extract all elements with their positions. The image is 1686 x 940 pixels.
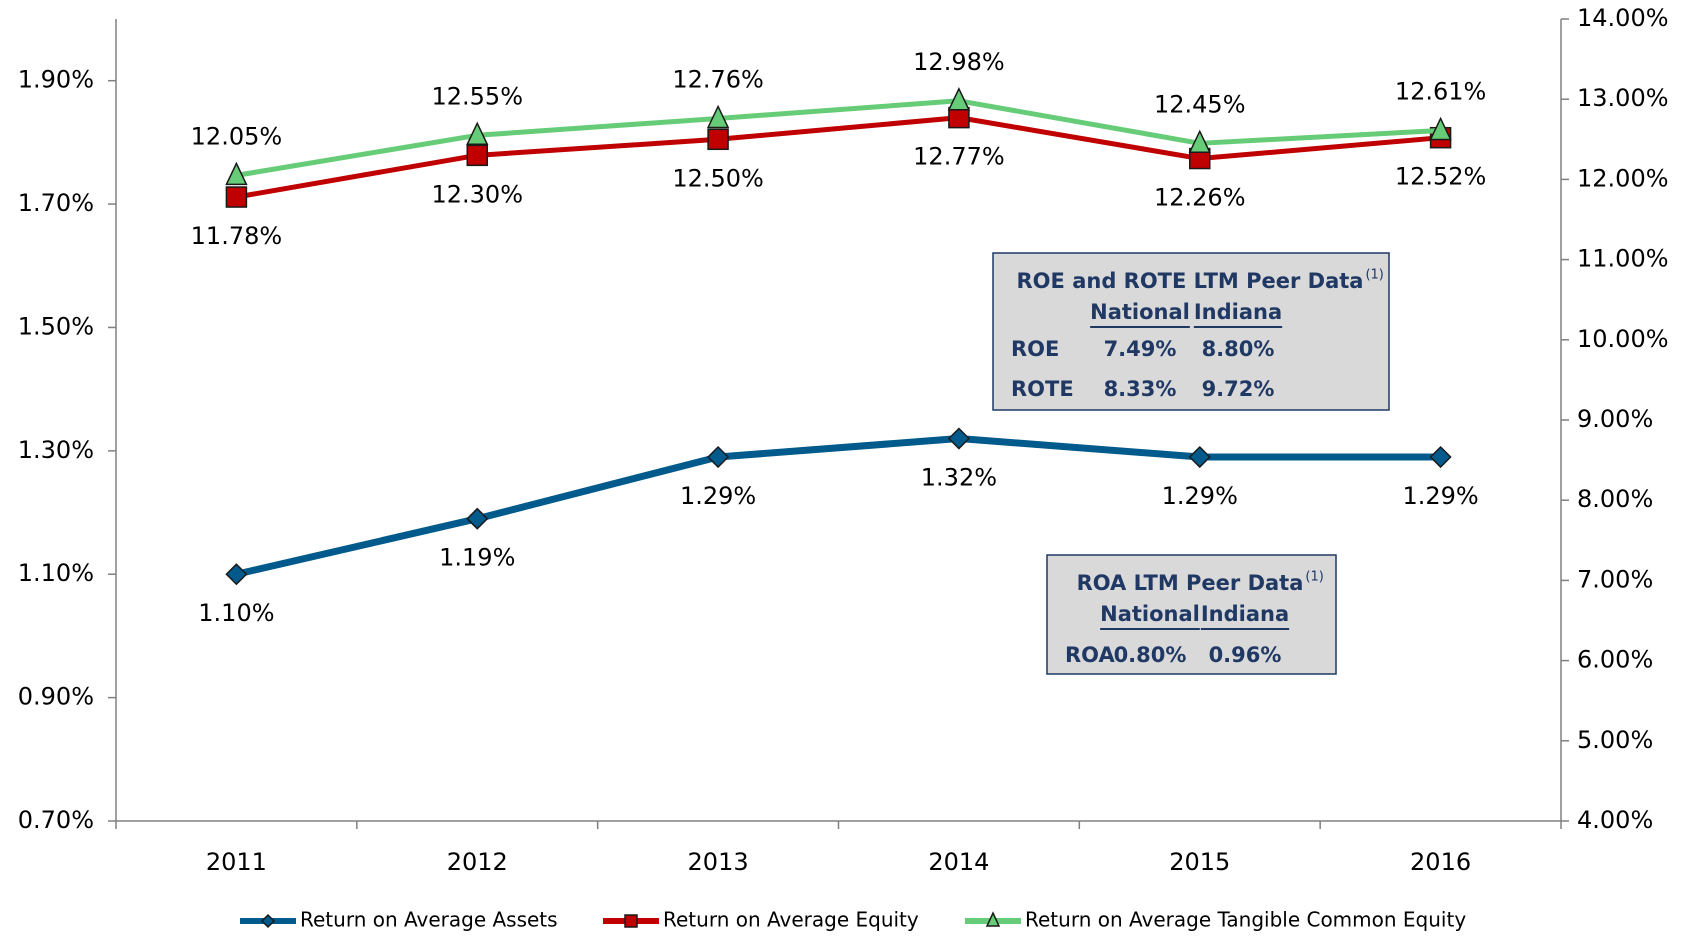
marker xyxy=(225,563,248,586)
marker xyxy=(707,445,730,469)
data-label: 1.19% xyxy=(439,544,515,572)
y2-tick-label: 8.00% xyxy=(1577,485,1653,513)
data-label: 12.26% xyxy=(1154,184,1246,212)
legend-label: Return on Average Tangible Common Equity xyxy=(1025,908,1466,932)
y-tick-label: 1.70% xyxy=(18,189,94,217)
marker xyxy=(707,128,729,151)
series-line xyxy=(236,98,1441,178)
marker xyxy=(466,144,488,167)
y-tick-label: 0.90% xyxy=(18,683,94,711)
peer-row-label: ROTE xyxy=(1011,377,1074,401)
data-label: 12.52% xyxy=(1395,163,1487,191)
x-tick-label: 2014 xyxy=(928,848,989,876)
peer-row-label: ROA xyxy=(1065,643,1115,667)
data-label: 1.29% xyxy=(1162,482,1238,510)
marker xyxy=(466,121,489,146)
y2-tick-label: 4.00% xyxy=(1577,806,1653,834)
peer-column: National xyxy=(1090,300,1190,324)
peer-note: (1) xyxy=(1365,268,1383,283)
peer-cell: 9.72% xyxy=(1202,377,1275,401)
peer-cell: 8.33% xyxy=(1104,377,1177,401)
data-label: 12.50% xyxy=(672,164,764,192)
data-label: 1.29% xyxy=(680,482,756,510)
y-tick-label: 1.50% xyxy=(18,312,94,340)
peer-cell: 0.80% xyxy=(1114,643,1187,667)
peer-row-label: ROE xyxy=(1011,337,1059,361)
x-tick-label: 2013 xyxy=(688,848,749,876)
y-tick-label: 1.10% xyxy=(18,559,94,587)
marker xyxy=(1188,445,1211,469)
y-tick-label: 0.70% xyxy=(18,806,94,834)
marker xyxy=(1429,116,1452,141)
marker xyxy=(947,87,971,111)
data-label: 12.30% xyxy=(431,180,523,208)
peer-cell: 7.49% xyxy=(1104,337,1177,361)
peer-cell: 8.80% xyxy=(1202,337,1275,361)
x-tick-label: 2011 xyxy=(206,848,267,876)
marker xyxy=(947,427,970,450)
data-label: 12.55% xyxy=(431,82,523,110)
data-label: 12.45% xyxy=(1154,90,1246,118)
peer-note: (1) xyxy=(1305,570,1323,585)
x-tick-label: 2012 xyxy=(447,848,508,876)
marker xyxy=(706,104,730,129)
peer-column: National xyxy=(1100,602,1200,626)
data-label: 1.10% xyxy=(198,599,274,627)
peer-column: Indiana xyxy=(1201,602,1289,626)
y-tick-label: 1.30% xyxy=(18,436,94,464)
marker xyxy=(948,106,970,129)
data-label: 1.32% xyxy=(921,464,997,492)
y2-tick-label: 12.00% xyxy=(1577,164,1669,192)
peer-column: Indiana xyxy=(1194,300,1282,324)
marker xyxy=(624,914,638,928)
data-label: 1.29% xyxy=(1402,482,1478,510)
x-tick-label: 2015 xyxy=(1169,848,1230,876)
y2-tick-label: 5.00% xyxy=(1577,726,1653,754)
data-label: 12.77% xyxy=(913,143,1005,171)
marker xyxy=(985,911,1001,927)
y2-tick-label: 10.00% xyxy=(1577,325,1669,353)
y2-tick-label: 9.00% xyxy=(1577,405,1653,433)
legend-label: Return on Average Assets xyxy=(300,908,558,932)
marker xyxy=(1188,129,1211,154)
data-label: 12.61% xyxy=(1395,77,1487,105)
peer-title: ROA LTM Peer Data xyxy=(1077,571,1304,595)
y2-tick-label: 7.00% xyxy=(1577,565,1653,593)
data-label: 11.78% xyxy=(191,222,283,250)
peer-box xyxy=(1046,554,1337,675)
data-label: 12.76% xyxy=(672,65,764,93)
y2-tick-label: 13.00% xyxy=(1577,84,1669,112)
series-line xyxy=(235,435,1441,578)
marker xyxy=(225,161,248,186)
data-label: 12.98% xyxy=(913,48,1005,76)
peer-box xyxy=(992,252,1390,411)
y-tick-label: 1.90% xyxy=(18,66,94,94)
marker xyxy=(225,186,248,208)
data-label: 12.05% xyxy=(191,122,283,150)
peer-title: ROE and ROTE LTM Peer Data xyxy=(1017,269,1364,293)
y2-tick-label: 11.00% xyxy=(1577,245,1669,273)
series-line xyxy=(235,115,1441,200)
peer-cell: 0.96% xyxy=(1209,643,1282,667)
y2-tick-label: 14.00% xyxy=(1577,4,1669,32)
marker xyxy=(260,913,276,929)
legend-label: Return on Average Equity xyxy=(663,908,919,932)
y2-tick-label: 6.00% xyxy=(1577,646,1653,674)
marker xyxy=(1429,445,1452,469)
marker xyxy=(466,507,489,530)
x-tick-label: 2016 xyxy=(1410,848,1471,876)
